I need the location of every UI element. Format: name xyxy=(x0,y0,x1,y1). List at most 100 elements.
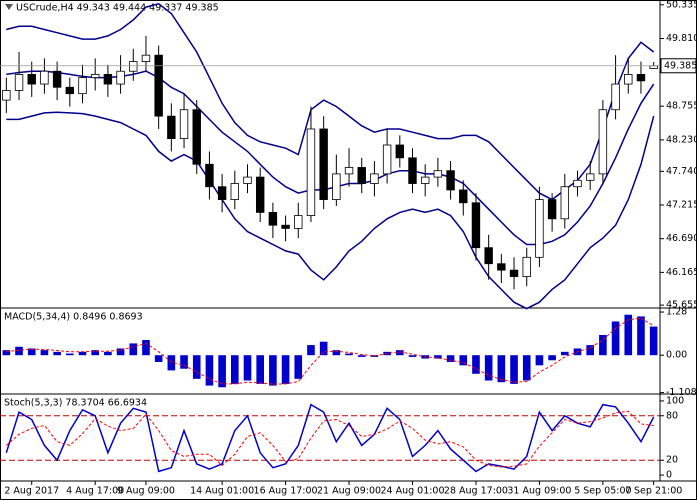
candle-body xyxy=(217,186,227,200)
macd-bar xyxy=(535,355,544,366)
bollinger-band xyxy=(6,2,655,201)
macd-bar xyxy=(332,350,341,356)
macd-bar xyxy=(53,351,61,356)
candle-body xyxy=(649,65,658,69)
candle-body xyxy=(446,170,455,191)
y-tick-label: -1.1086 xyxy=(666,387,697,398)
macd-bar xyxy=(192,355,201,379)
symbol-icon xyxy=(5,4,13,10)
candle-body xyxy=(14,74,24,91)
candle-body xyxy=(78,77,87,95)
candle-body xyxy=(205,163,214,188)
bollinger-band xyxy=(6,111,655,310)
macd-bar xyxy=(611,321,620,356)
macd-bar xyxy=(180,355,188,369)
candle-body xyxy=(90,74,100,79)
candle-body xyxy=(192,109,201,165)
candle-body xyxy=(319,128,328,200)
candle-body xyxy=(560,186,570,220)
candle-body xyxy=(433,170,443,178)
candle-body xyxy=(65,86,75,95)
macd-bar xyxy=(624,314,633,356)
candle-body xyxy=(129,61,138,72)
macd-bar xyxy=(154,355,163,362)
macd-bar xyxy=(548,355,556,361)
candle-body xyxy=(509,269,519,277)
macd-bar xyxy=(370,355,379,357)
macd-bar xyxy=(319,341,328,356)
macd-bar xyxy=(27,348,36,356)
y-tick-label: 50.335 xyxy=(666,0,697,10)
candle-body xyxy=(624,74,633,85)
candle-body xyxy=(230,183,240,200)
candle-body xyxy=(281,224,290,229)
stoch-line xyxy=(5,403,655,473)
macd-bar xyxy=(243,355,252,381)
macd-bar xyxy=(345,353,353,356)
candle-body xyxy=(255,176,265,213)
macd-bar xyxy=(205,355,214,386)
macd-bar xyxy=(116,348,125,356)
y-tick-label: 45.655 xyxy=(666,300,697,311)
y-tick-label: 80 xyxy=(666,410,678,421)
macd-bar xyxy=(649,326,658,356)
candle-body xyxy=(141,54,151,63)
x-tick-label: 24 Aug 01:00 xyxy=(380,486,444,497)
macd-bar xyxy=(561,351,569,356)
panel-title: USCrude,H4 49.343 49.444 49.337 49.385 xyxy=(16,3,219,14)
macd-signal xyxy=(6,317,654,385)
macd-bar xyxy=(256,355,264,384)
x-tick-label: 4 Aug 17:00 xyxy=(66,486,124,497)
x-tick-label: 21 Aug 09:00 xyxy=(317,486,381,497)
candle-body xyxy=(471,202,481,249)
candle-body xyxy=(167,115,176,140)
macd-bar xyxy=(307,345,315,356)
candle-body xyxy=(484,247,493,265)
y-tick-label: 46.165 xyxy=(666,267,697,278)
panel-title: Stoch(5,3,3) 78.3704 66.6934 xyxy=(4,398,147,409)
candle-body xyxy=(395,144,405,159)
macd-bar xyxy=(408,355,417,357)
candle-body xyxy=(598,109,608,175)
y-tick-label: 1.28 xyxy=(666,307,687,318)
candle-body xyxy=(420,176,430,184)
macd-bar xyxy=(484,355,493,381)
macd-bar xyxy=(599,334,607,356)
macd-bar xyxy=(459,355,468,366)
macd-bar xyxy=(129,343,138,356)
y-tick-label: 46.690 xyxy=(666,233,697,244)
y-tick-label: 48.230 xyxy=(666,134,697,145)
x-tick-label: 31 Aug 09:00 xyxy=(507,486,571,497)
macd-bar xyxy=(510,355,518,384)
macd-bar xyxy=(142,340,150,356)
macd-bar xyxy=(231,355,239,384)
candle-body xyxy=(332,173,341,200)
macd-bar xyxy=(281,355,290,384)
macd-bar xyxy=(637,316,645,356)
macd-bar xyxy=(396,350,404,356)
candle-body xyxy=(522,256,531,277)
panel-title: MACD(5,34,4) 0.8496 0.8693 xyxy=(4,312,143,323)
macd-bar xyxy=(91,350,99,356)
macd-bar xyxy=(472,355,480,374)
macd-bar xyxy=(104,351,112,356)
candle-body xyxy=(459,189,468,204)
x-tick-label: 5 Sep 05:00 xyxy=(574,486,631,497)
current-price-label: 49.385 xyxy=(664,60,697,71)
candle-body xyxy=(535,199,544,258)
x-tick-label: 9 Aug 09:00 xyxy=(117,486,175,497)
candle-body xyxy=(243,176,252,184)
x-tick-label: 16 Aug 17:00 xyxy=(254,486,318,497)
candle-body xyxy=(585,173,595,181)
y-tick-label: 48.755 xyxy=(666,101,697,112)
candle-body xyxy=(370,173,379,184)
candle-body xyxy=(103,74,113,85)
candle-body xyxy=(547,199,557,220)
macd-bar xyxy=(2,350,11,356)
candle-body xyxy=(179,109,189,139)
candle-body xyxy=(268,211,278,226)
y-tick-label: 49.810 xyxy=(666,33,697,44)
y-tick-label: 47.740 xyxy=(666,166,697,177)
macd-bar xyxy=(66,353,74,356)
